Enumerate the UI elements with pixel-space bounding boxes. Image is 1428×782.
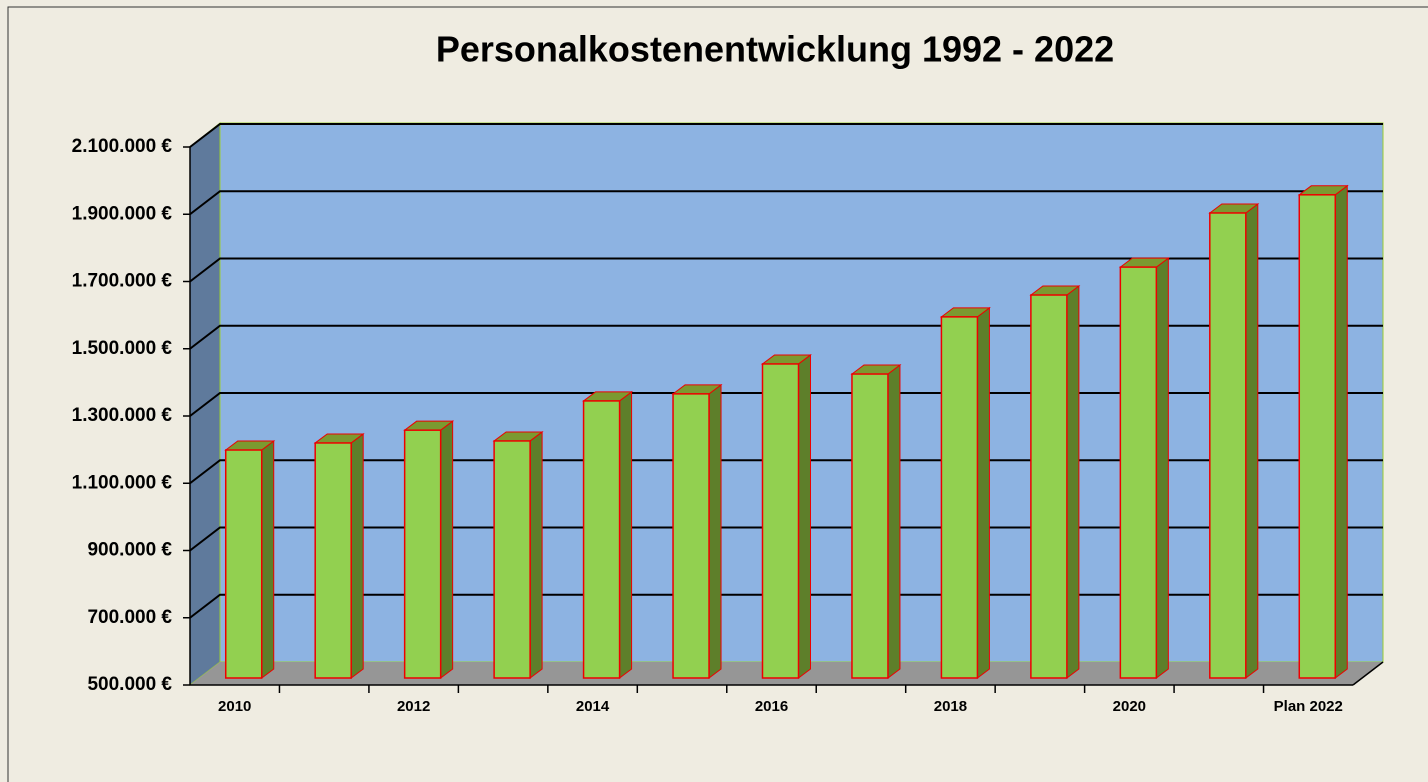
x-tick-label: 2018 — [934, 698, 967, 715]
bar — [314, 442, 352, 679]
x-tick-label: 2016 — [755, 698, 788, 715]
bar-side — [1334, 184, 1348, 679]
bar — [1119, 266, 1158, 679]
bar — [851, 373, 889, 679]
x-tick-label: 2014 — [576, 698, 610, 715]
grid-line — [189, 593, 1383, 619]
x-tick-label: 2020 — [1113, 698, 1146, 715]
y-tick-label: 1.700.000 € — [72, 271, 173, 292]
bar — [403, 429, 442, 679]
grid-line — [189, 123, 1383, 148]
bar-side — [619, 390, 633, 679]
bar — [582, 400, 621, 679]
y-tick-label: 1.900.000 € — [72, 203, 173, 224]
grid-line — [189, 526, 1383, 552]
x-tick-label: 2010 — [218, 698, 251, 715]
bar — [672, 393, 710, 679]
y-tick-label: 1.100.000 € — [72, 472, 173, 493]
grid-line — [189, 190, 1383, 216]
bar — [940, 316, 979, 679]
bar — [1209, 212, 1247, 679]
bar — [1298, 194, 1337, 679]
bar-side — [798, 353, 811, 679]
bar-side — [976, 306, 990, 679]
bar-side — [261, 440, 275, 679]
x-axis-depth — [1352, 661, 1384, 686]
bar-side — [440, 420, 454, 679]
grid-line — [189, 459, 1383, 485]
bar — [224, 449, 263, 679]
y-tick-label: 1.300.000 € — [72, 405, 173, 426]
x-tick-label: Plan 2022 — [1274, 698, 1343, 715]
bar — [493, 440, 531, 679]
grid-line — [189, 324, 1383, 350]
chart-title: Personalkostenentwicklung 1992 - 2022 — [436, 29, 1114, 70]
y-tick-label: 700.000 € — [87, 607, 172, 628]
bar-side — [708, 383, 722, 679]
y-tick-label: 500.000 € — [87, 674, 172, 695]
bar-side — [1245, 202, 1259, 679]
bar-side — [350, 432, 364, 679]
grid-line — [189, 257, 1383, 283]
bar — [1030, 294, 1068, 679]
bar — [761, 363, 800, 679]
bar-side — [887, 364, 901, 679]
y-tick-label: 900.000 € — [87, 540, 172, 561]
bar-side — [529, 430, 543, 679]
y-tick-label: 1.500.000 € — [72, 338, 173, 359]
bar-side — [1066, 285, 1080, 679]
y-tick-label: 2.100.000 € — [72, 136, 173, 157]
x-tick-label: 2012 — [397, 698, 430, 715]
bar-side — [1155, 257, 1169, 679]
grid-line — [189, 392, 1383, 417]
